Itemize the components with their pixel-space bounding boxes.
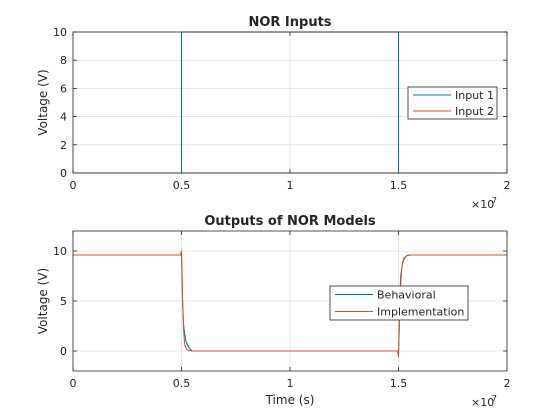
axes-frame xyxy=(72,230,508,372)
x-tick-label: 0 xyxy=(70,377,77,390)
y-tick-label: 6 xyxy=(60,82,67,95)
y-tick-label: 0 xyxy=(60,167,67,180)
axes-2: 0 0.5 1 1.5 2 0 5 10 Outputs of NOR Models Voltag… xyxy=(36,214,511,409)
y-tick-label: 8 xyxy=(60,54,67,67)
y-axis-label: Voltage (V) xyxy=(36,69,50,135)
y-tick-label: 5 xyxy=(60,295,67,308)
x-axis-label: Time (s) xyxy=(265,393,315,407)
x-tick-label: 0.5 xyxy=(173,377,191,390)
x-tick-label: 2 xyxy=(504,179,511,192)
x-tick-label: 2 xyxy=(504,377,511,390)
y-tick-label: 2 xyxy=(60,139,67,152)
chart-title: NOR Inputs xyxy=(248,15,331,30)
x-tick-label: 1 xyxy=(287,179,294,192)
x-exponent-power: -7 xyxy=(489,394,497,403)
chart-title: Outputs of NOR Models xyxy=(204,214,376,229)
series-line-implementation xyxy=(73,250,507,358)
x-tick-label: 1.5 xyxy=(390,179,408,192)
x-tick-label: 0 xyxy=(70,179,77,192)
y-tick-label: 10 xyxy=(53,26,67,39)
axes-1: 0 0.5 1 1.5 2 0 2 4 6 8 10 NOR Inputs Voltage (V) ×10… xyxy=(36,15,511,211)
axes-frame xyxy=(72,31,508,174)
x-exponent-label: ×10 xyxy=(471,396,494,409)
x-tick-label: 0.5 xyxy=(173,179,191,192)
x-tick-label: 1.5 xyxy=(390,377,408,390)
legend-label: Input 1 xyxy=(455,89,494,102)
legend-box xyxy=(329,285,469,321)
x-exponent-label: ×10 xyxy=(471,198,494,211)
y-axis-label: Voltage (V) xyxy=(36,268,50,334)
y-tick-label: 4 xyxy=(60,111,67,124)
legend-label: Implementation xyxy=(377,306,464,319)
legend-box xyxy=(407,86,498,120)
x-exponent-power: -7 xyxy=(489,196,497,205)
legend-label: Behavioral xyxy=(377,289,436,302)
legend-label: Input 2 xyxy=(455,105,494,118)
x-tick-label: 1 xyxy=(287,377,294,390)
y-tick-label: 10 xyxy=(53,245,67,258)
y-tick-label: 0 xyxy=(60,345,67,358)
